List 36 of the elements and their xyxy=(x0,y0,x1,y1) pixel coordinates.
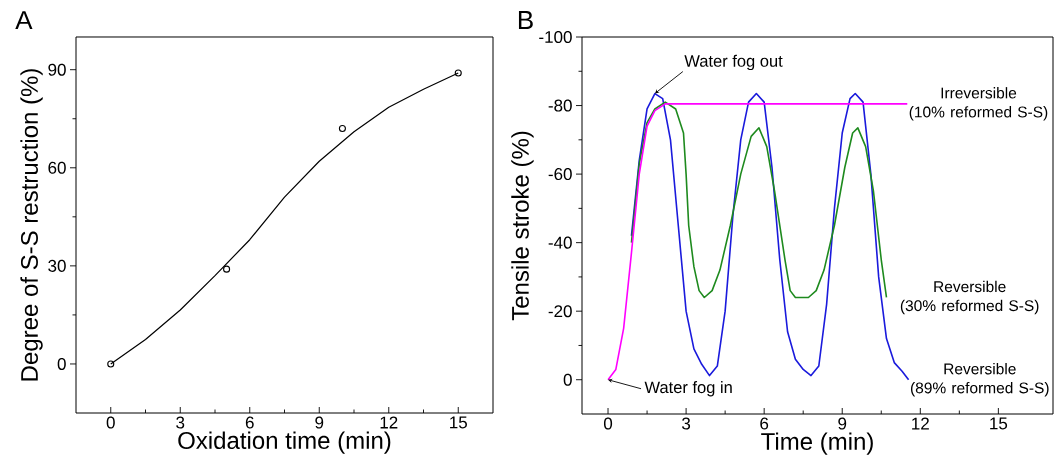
series-label: Reversible (30% reformed S-S) xyxy=(900,280,1039,315)
x-tick-label: 6 xyxy=(760,417,769,430)
x-tick-label: 0 xyxy=(603,417,613,430)
x-axis-title: Oxidation time (min) xyxy=(178,431,391,454)
y-tick-label: 30 xyxy=(48,259,66,272)
line-series xyxy=(630,101,888,299)
x-tick-label: 3 xyxy=(682,417,691,430)
x-tick-label: 6 xyxy=(245,416,254,429)
y-tick-label: 0 xyxy=(57,357,66,370)
x-axis-title: Time (min) xyxy=(761,432,873,455)
x-tick-label: 9 xyxy=(838,417,847,430)
x-tick-label: 9 xyxy=(315,416,324,429)
chart-title: A xyxy=(15,11,33,30)
series-label: Irreversible (10% reformed S-S) xyxy=(909,87,1048,121)
x-tick-label: 0 xyxy=(106,416,115,429)
y-tick-label: 0 xyxy=(563,373,572,386)
y-tick-label: -20 xyxy=(548,305,572,318)
x-tick-label: 12 xyxy=(380,416,398,429)
y-tick-label: -40 xyxy=(548,236,572,249)
series-label: Reversible (89% reformed S-S) xyxy=(910,363,1049,397)
annotation: Water fog out xyxy=(684,54,783,71)
x-tick-label: 15 xyxy=(990,417,1008,430)
y-tick-label: 60 xyxy=(48,161,66,174)
y-tick-label: -100 xyxy=(539,30,572,44)
y-axis-title: Tensile stroke (%) xyxy=(511,131,534,321)
point xyxy=(223,265,231,273)
y-tick-label: -80 xyxy=(548,99,572,112)
y-tick-label: -60 xyxy=(548,168,572,181)
point xyxy=(338,125,346,133)
x-tick-label: 3 xyxy=(176,416,185,429)
x-tick-label: 12 xyxy=(912,417,929,430)
annotation: Water fog in xyxy=(644,381,732,397)
y-tick-label: 90 xyxy=(48,63,66,76)
x-tick-label: 15 xyxy=(450,416,467,429)
chart-title: B xyxy=(518,11,533,29)
y-axis-title: Degree of S-S restruction (%) xyxy=(20,69,43,381)
